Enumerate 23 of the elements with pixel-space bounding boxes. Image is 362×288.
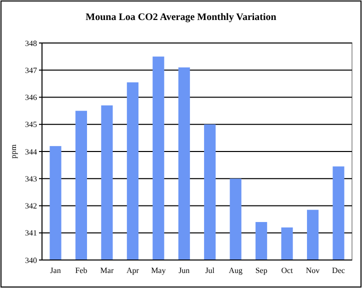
chart-title: Mouna Loa CO2 Average Monthly Variation	[86, 12, 277, 23]
x-tick-label: Feb	[75, 266, 88, 275]
x-tick-label: Jan	[50, 266, 61, 275]
x-tick-label: Jun	[178, 266, 190, 275]
y-tick-label: 342	[25, 202, 37, 211]
x-tick-label: Sep	[255, 266, 268, 275]
x-tick-label: Aug	[228, 266, 242, 275]
y-tick-label: 347	[25, 66, 37, 75]
x-tick-label: Nov	[306, 266, 320, 275]
y-tick-label: 344	[25, 147, 37, 156]
y-tick-label: 345	[25, 120, 37, 130]
y-axis-title: ppm	[9, 144, 18, 159]
x-tick-label: May	[151, 266, 166, 275]
y-tick-label: 346	[25, 93, 37, 102]
x-tick-label: Jul	[205, 266, 216, 275]
y-tick-label: 340	[25, 256, 37, 265]
x-tick-label: Oct	[281, 266, 294, 275]
x-tick-label: Mar	[100, 266, 114, 275]
y-tick-label: 341	[25, 228, 37, 238]
y-tick-label: 343	[25, 174, 37, 184]
x-tick-label: Dec	[332, 266, 346, 275]
y-tick-label: 348	[25, 38, 37, 48]
x-tick-label: Apr	[126, 266, 140, 275]
